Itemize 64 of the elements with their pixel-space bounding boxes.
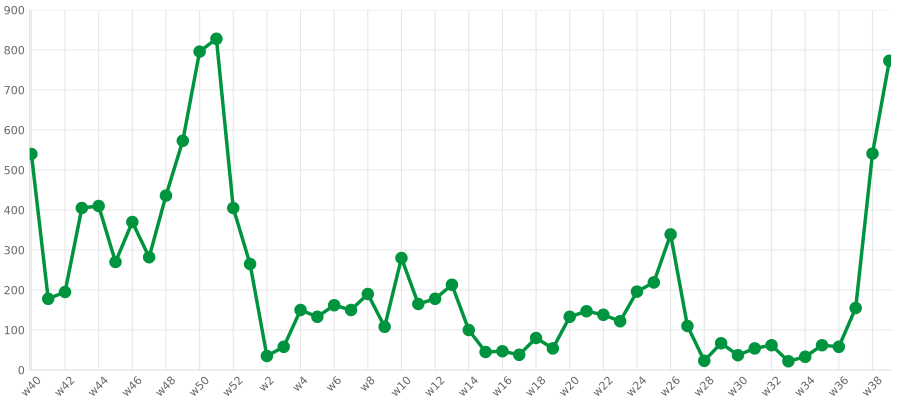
point (530, 332, 542, 344)
x-tick-label: w4 (292, 376, 308, 392)
point (816, 338, 828, 352)
y-tick-label: 0 (18, 366, 24, 374)
point (378, 320, 391, 334)
point (866, 147, 879, 160)
y-tick-label: 900 (4, 6, 24, 14)
point (714, 336, 728, 350)
y-tick-label: 600 (4, 126, 24, 134)
point (58, 286, 72, 298)
y-tick-label: 400 (4, 206, 24, 214)
point (244, 258, 256, 270)
point (732, 348, 744, 362)
point (832, 340, 846, 354)
point (362, 288, 374, 300)
x-tick-label: w8 (358, 376, 376, 392)
point (160, 189, 172, 202)
point (344, 304, 358, 316)
point (126, 216, 139, 228)
point (142, 250, 156, 264)
point (765, 338, 778, 352)
point (597, 308, 610, 322)
point (193, 45, 206, 58)
point (42, 292, 54, 306)
point (428, 292, 442, 306)
point (648, 276, 660, 289)
point (664, 228, 677, 241)
point (798, 350, 812, 364)
point (412, 298, 425, 310)
point (479, 346, 492, 358)
y-tick-label: 700 (4, 86, 24, 94)
point (446, 278, 458, 292)
point (311, 310, 324, 324)
point (92, 200, 105, 212)
y-tick-label: 200 (4, 286, 24, 294)
y-tick-label: 100 (4, 326, 24, 334)
point (176, 134, 190, 148)
point (328, 298, 340, 312)
point (496, 344, 509, 358)
point (512, 348, 526, 362)
point (698, 354, 711, 368)
point (395, 252, 408, 264)
point (782, 354, 795, 368)
point (76, 202, 88, 214)
point (260, 350, 274, 362)
point (227, 202, 240, 214)
point (563, 310, 576, 324)
x-tick-label: w6 (325, 375, 342, 392)
y-tick-label: 500 (4, 166, 24, 174)
point (546, 342, 560, 355)
point (748, 342, 761, 355)
y-tick-label: 800 (4, 46, 24, 54)
point (462, 324, 476, 336)
point (277, 340, 290, 354)
point (580, 304, 593, 318)
x-tick-label: w2 (258, 376, 274, 392)
point (294, 304, 307, 316)
point (849, 302, 862, 314)
point (614, 314, 626, 328)
point (210, 32, 223, 46)
y-tick-label: 300 (4, 246, 24, 254)
point (681, 320, 694, 332)
point (630, 285, 644, 298)
point (109, 256, 122, 268)
